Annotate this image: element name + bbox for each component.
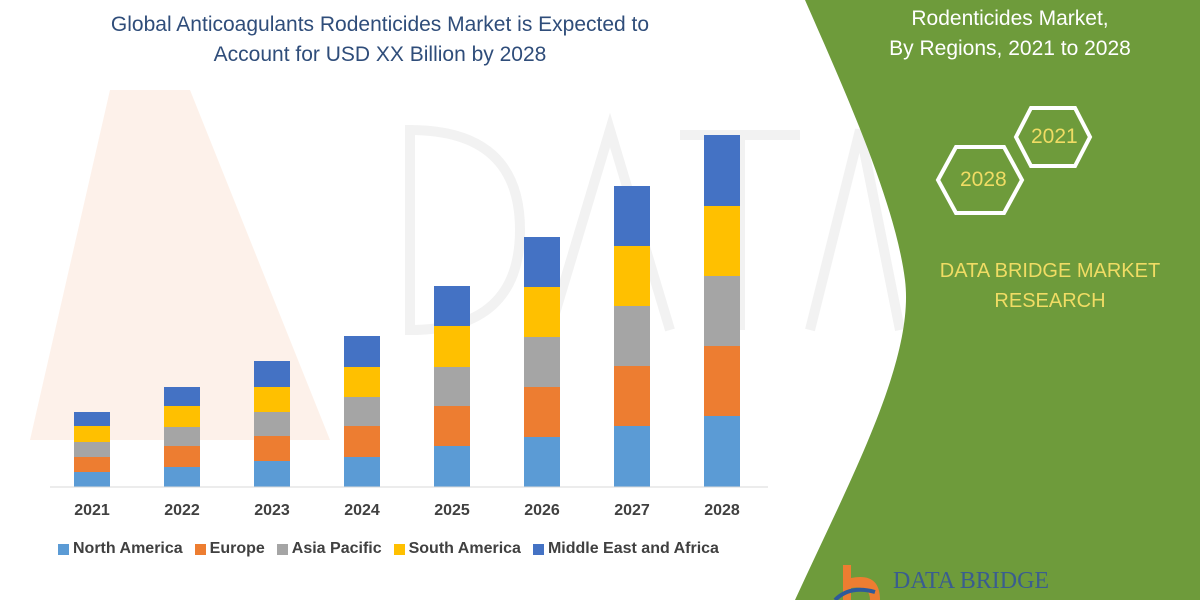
watermark-logo [30, 90, 330, 440]
bar-segment-2022-asia-pacific [164, 427, 200, 446]
bar-segment-2021-asia-pacific [74, 442, 110, 457]
bar-segment-2026-asia-pacific [524, 337, 560, 387]
legend-swatch [532, 543, 544, 555]
bar-segment-2028-south-america [704, 206, 740, 276]
legend-label: Middle East and Africa [547, 540, 719, 557]
legend-label: Europe [209, 540, 265, 557]
bar-segment-2024-europe [344, 426, 380, 457]
legend-swatch [194, 543, 206, 555]
x-tick-label: 2022 [164, 502, 200, 519]
bar-segment-2026-north-america [524, 437, 560, 487]
logo-icon [833, 565, 880, 600]
legend: North America Europe Asia Pacific South Ame… [58, 540, 719, 558]
chart-title: Global Anticoagulants Rodenticides Marke… [60, 10, 700, 70]
x-tick-label: 2028 [704, 502, 740, 519]
panel-title-line-1: Rodenticides Market, [911, 7, 1109, 30]
bar-segment-2027-north-america [614, 426, 650, 487]
bar-segment-2023-asia-pacific [254, 412, 290, 436]
bar-segment-2028-europe [704, 346, 740, 416]
hexagon-2021 [1013, 106, 1093, 168]
brand-name: DATA BRIDGE MARKET RESEARCH [915, 256, 1185, 316]
bar-segment-2022-middle-east-and-africa [164, 387, 200, 406]
brand-line-1: DATA BRIDGE MARKET [939, 260, 1161, 282]
legend-label: North America [73, 540, 183, 557]
bar-segment-2025-asia-pacific [434, 367, 470, 406]
bar-segment-2021-middle-east-and-africa [74, 412, 110, 426]
legend-item: Europe [194, 540, 265, 558]
bar-segment-2027-middle-east-and-africa [614, 186, 650, 246]
x-tick-label: 2027 [614, 502, 650, 519]
bar-segment-2026-middle-east-and-africa [524, 237, 560, 287]
bar-segment-2028-north-america [704, 416, 740, 487]
legend-item: Asia Pacific [276, 540, 382, 558]
hexagon-2028 [935, 145, 1025, 215]
legend-item: Middle East and Africa [532, 540, 719, 558]
bar-segment-2025-north-america [434, 446, 470, 487]
x-tick-label: 2024 [344, 502, 380, 519]
bar-segment-2023-europe [254, 436, 290, 461]
bar-segment-2021-north-america [74, 472, 110, 487]
bar-segment-2022-north-america [164, 467, 200, 487]
bar-segment-2024-middle-east-and-africa [344, 336, 380, 367]
green-panel [795, 0, 1200, 600]
bar-segment-2026-south-america [524, 287, 560, 337]
bar-segment-2023-north-america [254, 461, 290, 487]
logo-text: DATA BRIDGE [893, 568, 1050, 594]
x-tick-label: 2026 [524, 502, 560, 519]
title-line-2: Account for USD XX Billion by 2028 [213, 43, 547, 66]
bar-segment-2027-asia-pacific [614, 306, 650, 366]
legend-item: North America [58, 540, 183, 558]
legend-swatch [393, 543, 405, 555]
brand-line-2: RESEARCH [994, 290, 1106, 312]
hexagon-label-2028: 2028 [960, 168, 1007, 191]
legend-swatch [58, 543, 69, 555]
bar-segment-2025-middle-east-and-africa [434, 286, 470, 326]
bar-segment-2024-north-america [344, 457, 380, 487]
legend-swatch [276, 543, 288, 555]
hexagon-label-2021: 2021 [1031, 125, 1078, 148]
legend-label: Asia Pacific [291, 540, 382, 557]
bar-segment-2027-south-america [614, 246, 650, 306]
bar-segment-2028-middle-east-and-africa [704, 135, 740, 206]
panel-title: Rodenticides Market, By Regions, 2021 to… [850, 4, 1170, 64]
x-tick-label: 2021 [74, 502, 110, 519]
watermark [405, 112, 905, 336]
bar-segment-2022-south-america [164, 406, 200, 427]
bar-segment-2025-europe [434, 406, 470, 446]
legend-label: South America [408, 540, 521, 557]
bar-segment-2024-south-america [344, 367, 380, 397]
bar-segment-2025-south-america [434, 326, 470, 367]
bar-segment-2023-south-america [254, 387, 290, 412]
panel-title-line-2: By Regions, 2021 to 2028 [889, 37, 1131, 60]
bar-segment-2027-europe [614, 366, 650, 426]
bar-segment-2024-asia-pacific [344, 397, 380, 426]
bar-segment-2021-europe [74, 457, 110, 472]
bar-segment-2022-europe [164, 446, 200, 467]
x-tick-label: 2025 [434, 502, 470, 519]
bar-segment-2028-asia-pacific [704, 276, 740, 346]
bar-segment-2021-south-america [74, 426, 110, 442]
bar-segment-2026-europe [524, 387, 560, 437]
title-line-1: Global Anticoagulants Rodenticides Marke… [110, 13, 650, 36]
legend-item: South America [393, 540, 521, 558]
x-tick-label: 2023 [254, 502, 290, 519]
bar-segment-2023-middle-east-and-africa [254, 361, 290, 387]
stacked-bar-chart [74, 135, 740, 487]
